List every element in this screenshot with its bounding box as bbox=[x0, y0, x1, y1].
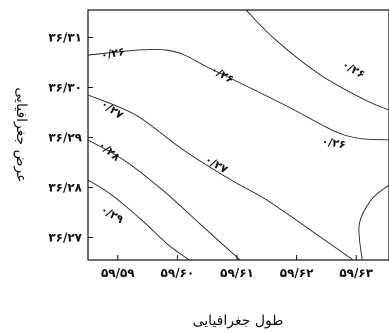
contour-line-5 bbox=[87, 179, 190, 261]
y-tick-label-3: ۳۶/۲۸ bbox=[48, 181, 82, 195]
contour-label-6: ۰/۲۸ bbox=[96, 138, 123, 164]
contour-labels: ۰/۲۶ ۰/۲۶ ۰/۲۶ ۰/۲۶ ۰/۲۷ ۰/۲۷ ۰/۲۸ ۰/۲۹ bbox=[96, 45, 367, 226]
x-tick-label-2: ۵۹/۶۱ bbox=[220, 266, 254, 280]
x-axis-ticks: ۵۹/۵۹ ۵۹/۶۰ ۵۹/۶۱ ۵۹/۶۲ ۵۹/۶۳ bbox=[101, 255, 374, 280]
y-tick-label-0: ۳۶/۳۱ bbox=[48, 31, 82, 45]
contour-label-3: ۰/۲۶ bbox=[321, 135, 347, 152]
contour-line-2 bbox=[358, 184, 389, 261]
x-tick-label-3: ۵۹/۶۲ bbox=[280, 266, 314, 280]
contour-label-0: ۰/۲۶ bbox=[100, 45, 126, 62]
contour-lines bbox=[87, 9, 389, 261]
contour-line-0 bbox=[87, 49, 389, 141]
contour-label-1: ۰/۲۶ bbox=[209, 63, 236, 86]
contour-line-4 bbox=[87, 139, 241, 261]
x-tick-label-0: ۵۹/۵۹ bbox=[101, 266, 135, 280]
contour-label-4: ۰/۲۷ bbox=[98, 97, 125, 122]
y-tick-label-4: ۳۶/۲۷ bbox=[48, 231, 82, 245]
x-tick-label-1: ۵۹/۶۰ bbox=[161, 266, 195, 280]
x-axis-title: طول جغرافیایی bbox=[193, 313, 284, 329]
contour-label-5: ۰/۲۷ bbox=[203, 153, 231, 176]
y-tick-label-1: ۳۶/۳۰ bbox=[48, 81, 82, 95]
y-axis-title: عرض جغرافیایی bbox=[13, 87, 29, 182]
contour-line-3 bbox=[87, 94, 354, 261]
contour-label-2: ۰/۲۶ bbox=[340, 58, 367, 81]
plot-frame bbox=[87, 9, 389, 261]
y-axis-ticks: ۳۶/۳۱ ۳۶/۳۰ ۳۶/۲۹ ۳۶/۲۸ ۳۶/۲۷ bbox=[48, 31, 93, 245]
x-tick-label-4: ۵۹/۶۳ bbox=[339, 266, 373, 280]
y-tick-label-2: ۳۶/۲۹ bbox=[48, 131, 82, 145]
contour-line-1 bbox=[245, 9, 389, 111]
contour-label-7: ۰/۲۹ bbox=[98, 203, 126, 226]
